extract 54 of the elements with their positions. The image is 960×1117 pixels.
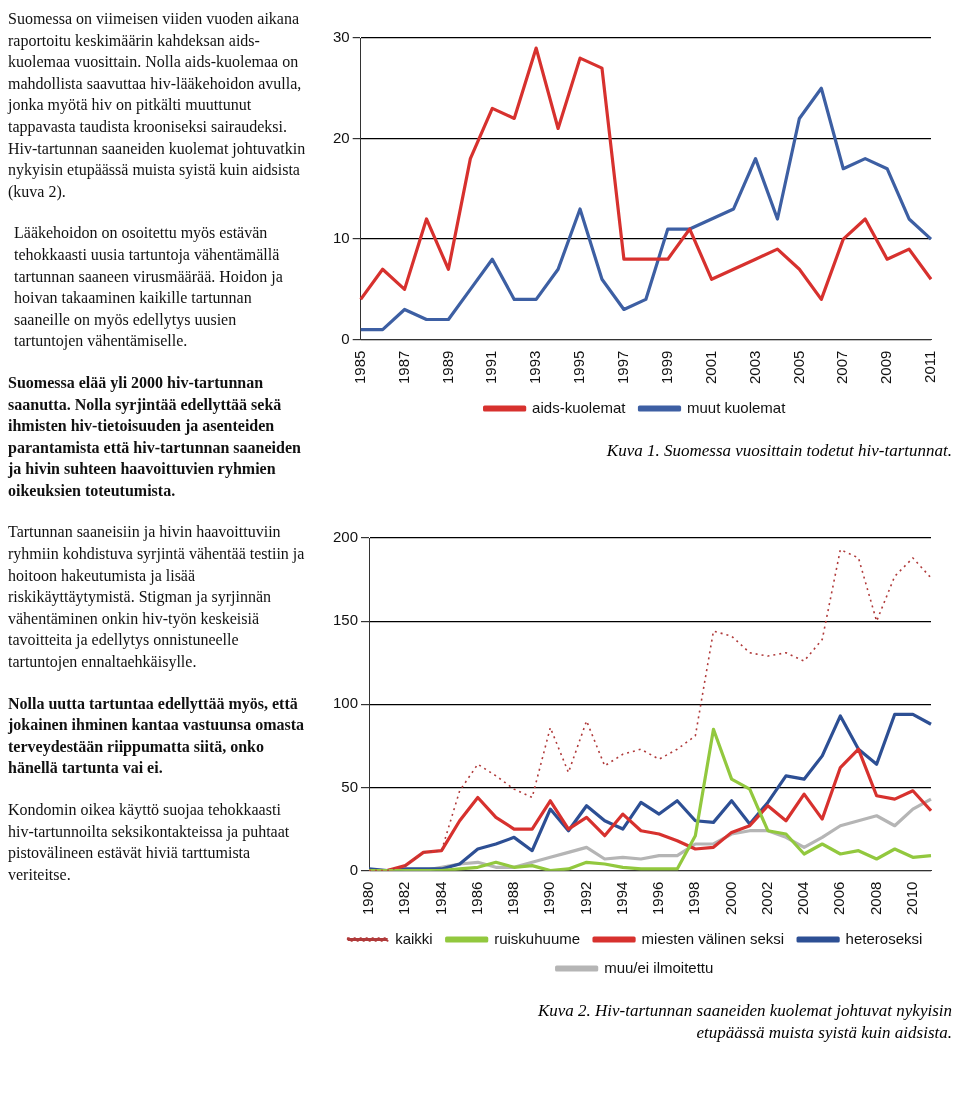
x-tick-label: 1989	[438, 350, 456, 385]
x-tick-label: 1994	[612, 881, 630, 916]
y-tick-label: 100	[333, 694, 359, 712]
text: Lääkehoidon on osoitettu myös estävän tehokkaasti uusia tartuntoja vähentämällä tartunnan saaneen virusmäärää. Hoidon ja hoivan takaaminen kaikille tartunnan saaneille on myös edellytys uusien tartuntojen vähentämiselle.	[13, 223, 284, 352]
y-tick-label: 20	[333, 128, 350, 146]
x-tick-label: 2007	[833, 350, 851, 385]
legend-label: heteroseksi	[845, 929, 923, 947]
legend-label: aids-kuolemat	[532, 398, 627, 416]
x-tick-label: 2009	[877, 350, 895, 385]
x-tick-label: 2003	[745, 350, 763, 385]
text: Kuva 2. Hiv-tartunnan saaneiden kuolemat johtuvat nykyisin etupäässä muista syistä kuin aidsista.	[536, 1000, 952, 1044]
x-tick-label: 2001	[701, 350, 719, 385]
x-tick-label: 1990	[540, 881, 558, 916]
x-tick-label: 2000	[721, 881, 739, 916]
x-tick-label: 1991	[482, 350, 500, 385]
text: Tartunnan saaneisiin ja hivin haavoittuviin ryhmiin kohdistuva syrjintä vähentää testiin ja hoitoon hakeutumista ja lisää riskikäyttäytymistä. Stigman ja syrjinnän vähentäminen onkin hiv-työn keskeisiä tavoitteita ja edellytys onnistuneelle tartuntojen ennaltaehkäisylle.	[8, 522, 306, 673]
x-tick-label: 1984	[431, 881, 449, 916]
y-tick-label: 0	[349, 860, 359, 878]
x-tick-label: 1992	[576, 881, 594, 916]
x-tick-label: 1988	[504, 881, 522, 916]
y-tick-label: 30	[333, 28, 350, 46]
x-tick-label: 1986	[467, 881, 485, 916]
legend-label: miesten välinen seksi	[641, 929, 785, 947]
text: Suomessa elää yli 2000 hiv-tartunnan saanutta. Nolla syrjintää edellyttää sekä ihmisten hiv-tietoisuuden ja asenteiden parantamista että hiv-tartunnan saaneiden ja hivin suhteen haavoittuvien ryhmien oikeuksien toteutumista.	[8, 372, 302, 501]
y-tick-label: 50	[341, 777, 359, 795]
legend-label: muut kuolemat	[687, 398, 787, 416]
x-tick-label: 2008	[866, 881, 884, 916]
x-tick-label: 1998	[685, 881, 703, 916]
y-tick-label: 10	[333, 229, 350, 247]
x-tick-label: 1999	[657, 350, 675, 385]
x-tick-label: 1987	[394, 350, 412, 385]
x-tick-label: 1995	[570, 350, 588, 385]
x-tick-label: 1985	[350, 350, 368, 385]
x-tick-label: 1982	[395, 881, 413, 916]
legend-label: ruiskuhuume	[494, 929, 581, 947]
x-tick-label: 2006	[830, 881, 848, 916]
x-tick-label: 2005	[789, 350, 807, 385]
x-tick-label: 1993	[526, 350, 544, 385]
y-tick-label: 150	[333, 611, 359, 629]
legend-label: kaikki	[395, 929, 433, 947]
legend-label: muu/ei ilmoitettu	[604, 958, 714, 976]
text: Kuva 1. Suomessa vuosittain todetut hiv-tartunnat.	[605, 440, 952, 462]
x-tick-label: 2011	[921, 350, 939, 383]
x-tick-label: 2004	[794, 881, 812, 916]
x-tick-label: 2002	[757, 881, 775, 916]
text: Suomessa on viimeisen viiden vuoden aikana raportoitu keskimäärin kahdeksan aids-kuolemaa vuosittain. Nolla aids-kuolemaa on mahdollista saavuttaa hiv-lääkehoidon avulla, jonka myötä hiv on pitkälti muuttunut tappavasta taudista krooniseksi sairaudeksi. Hiv-tartunnan saaneiden kuolemat johtuvatkin nykyisin etupäässä muista syistä kuin aidsista (kuva 2).	[8, 10, 306, 200]
x-tick-label: 1997	[614, 350, 632, 385]
text: Nolla uutta tartuntaa edellyttää myös, että jokainen ihminen kantaa vastuunsa omasta terveydestään riippumatta siitä, onko hänellä tartunta vai ei.	[8, 693, 306, 779]
y-tick-label: 0	[341, 329, 350, 347]
x-tick-label: 1996	[649, 881, 667, 916]
x-tick-label: 2010	[903, 881, 921, 916]
x-tick-label: 1980	[359, 881, 377, 916]
y-tick-label: 200	[333, 528, 359, 546]
text: Kondomin oikea käyttö suojaa tehokkaasti hiv-tartunnoilta seksikontakteissa ja puhtaat pistovälineen estävät hiviä tarttumista veriteitse.	[8, 800, 291, 885]
